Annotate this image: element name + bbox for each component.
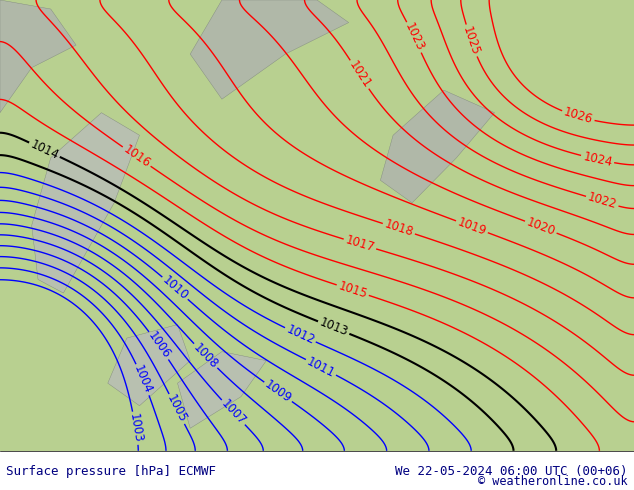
- Polygon shape: [380, 90, 495, 203]
- Text: 1023: 1023: [402, 21, 427, 53]
- Text: 1025: 1025: [460, 24, 482, 57]
- Text: 1017: 1017: [344, 234, 376, 255]
- Text: 1021: 1021: [346, 58, 373, 91]
- Text: 1024: 1024: [581, 150, 614, 169]
- Text: 1013: 1013: [318, 316, 350, 339]
- Text: 1026: 1026: [562, 106, 594, 127]
- Text: 1005: 1005: [164, 393, 190, 425]
- Text: 1012: 1012: [284, 323, 316, 347]
- Polygon shape: [0, 0, 76, 113]
- Text: 1006: 1006: [145, 330, 173, 362]
- Text: 1020: 1020: [524, 216, 557, 239]
- Text: 1018: 1018: [383, 218, 415, 240]
- Text: 1004: 1004: [131, 364, 155, 396]
- Text: 1007: 1007: [218, 397, 248, 428]
- Polygon shape: [108, 324, 190, 406]
- Polygon shape: [32, 113, 139, 293]
- Text: 1014: 1014: [28, 138, 61, 162]
- Polygon shape: [190, 0, 349, 99]
- Polygon shape: [178, 352, 266, 428]
- Text: 1003: 1003: [127, 413, 145, 444]
- Text: 1011: 1011: [305, 355, 337, 380]
- Text: Surface pressure [hPa] ECMWF: Surface pressure [hPa] ECMWF: [6, 465, 216, 478]
- Text: We 22-05-2024 06:00 UTC (00+06): We 22-05-2024 06:00 UTC (00+06): [395, 465, 628, 478]
- Text: 1010: 1010: [160, 273, 191, 303]
- Text: 1019: 1019: [456, 216, 488, 238]
- Text: © weatheronline.co.uk: © weatheronline.co.uk: [478, 475, 628, 488]
- Text: 1015: 1015: [337, 279, 369, 301]
- Text: 1008: 1008: [191, 341, 221, 371]
- Text: 1022: 1022: [586, 191, 618, 212]
- Text: 1016: 1016: [120, 143, 153, 171]
- Text: 1009: 1009: [262, 378, 294, 406]
